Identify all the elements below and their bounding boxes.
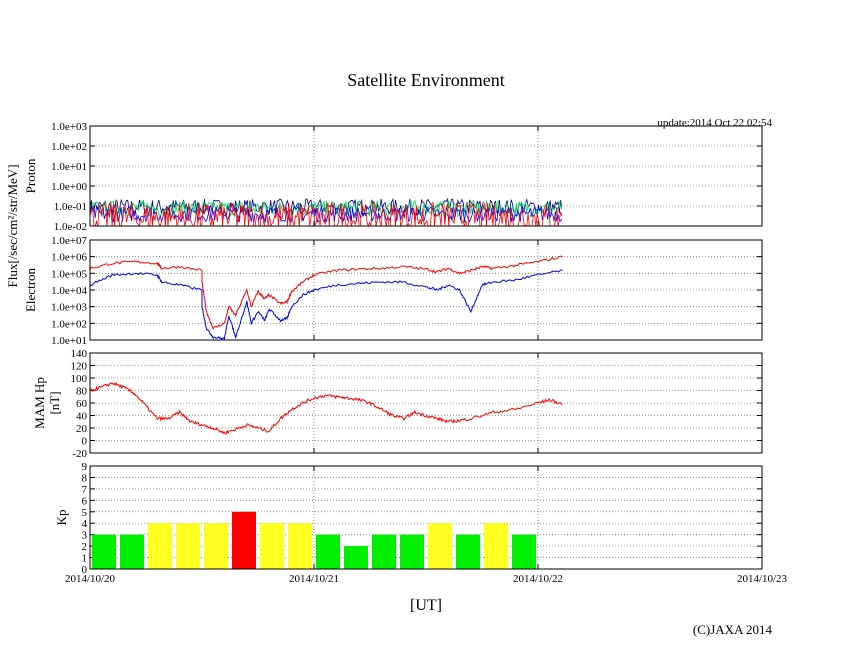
mam-ytick-label: 80 <box>76 386 88 398</box>
mam-unit-label: [nT] <box>47 391 62 414</box>
kp-axis-label: Kp <box>54 510 69 526</box>
kp-bar <box>428 523 452 569</box>
kp-ytick-label: 2 <box>82 541 88 553</box>
kp-bar <box>288 523 312 569</box>
kp-bar <box>176 523 200 569</box>
proton-ytick-label: 1.0e+00 <box>51 181 87 193</box>
proton-ytick-label: 1.0e-02 <box>54 221 87 233</box>
electron-series-electron-blue <box>89 269 563 341</box>
electron-ytick-label: 1.0e+07 <box>51 235 87 247</box>
proton-ytick-label: 1.0e+03 <box>51 121 87 133</box>
proton-axis-label: Proton <box>23 158 38 193</box>
kp-bar <box>92 534 116 569</box>
mam-panel-frame <box>89 352 763 454</box>
mam-axis-label: MAM Hp <box>32 377 47 429</box>
flux-axis-label: Flux[/sec/cm²/str/MeV] <box>5 164 20 287</box>
kp-bar <box>120 534 144 569</box>
kp-bar <box>204 523 228 569</box>
mam-ytick-label: 140 <box>71 348 88 360</box>
mam-ytick-label: 120 <box>71 361 88 373</box>
kp-ytick-label: 1 <box>82 553 88 565</box>
electron-ytick-label: 1.0e+04 <box>51 285 87 297</box>
electron-ytick-label: 1.0e+02 <box>51 318 87 330</box>
electron-axis-label: Electron <box>23 267 38 312</box>
kp-bar <box>456 534 480 569</box>
kp-ytick-label: 5 <box>82 507 88 519</box>
mam-ytick-label: 100 <box>71 373 88 385</box>
kp-ytick-label: 7 <box>82 484 88 496</box>
proton-ytick-label: 1.0e-01 <box>54 201 87 213</box>
proton-panel-frame <box>89 125 763 227</box>
kp-ytick-label: 9 <box>82 461 88 473</box>
x-tick-label: 2014/10/20 <box>65 573 116 585</box>
kp-bar <box>260 523 284 569</box>
mam-ytick-label: -20 <box>72 448 87 460</box>
x-tick-label: 2014/10/21 <box>289 573 339 585</box>
electron-panel-frame <box>89 239 763 341</box>
kp-bar <box>316 534 340 569</box>
chart-title: Satellite Environment <box>347 70 504 90</box>
kp-bar <box>512 534 536 569</box>
kp-bar <box>400 534 424 569</box>
x-tick-label: 2014/10/23 <box>737 573 788 585</box>
electron-ytick-label: 1.0e+06 <box>51 252 87 264</box>
mam-ytick-label: 20 <box>76 423 88 435</box>
mam-ytick-label: 60 <box>76 398 88 410</box>
mam-ytick-label: 0 <box>82 436 88 448</box>
electron-ytick-label: 1.0e+05 <box>51 268 87 280</box>
kp-ytick-label: 3 <box>82 530 88 542</box>
kp-ytick-label: 0 <box>82 564 88 576</box>
kp-panel-frame <box>89 465 763 570</box>
electron-series-electron-red <box>89 255 563 330</box>
proton-ytick-label: 1.0e+02 <box>51 141 87 153</box>
x-tick-label: 2014/10/22 <box>513 573 563 585</box>
kp-bar <box>372 534 396 569</box>
mam-series-mam-hp <box>89 381 563 435</box>
mam-ytick-label: 40 <box>76 411 88 423</box>
kp-ytick-label: 6 <box>82 495 88 507</box>
kp-bar <box>484 523 508 569</box>
kp-bar <box>232 511 256 569</box>
update-timestamp: update:2014 Oct 22 02:54 <box>657 117 772 129</box>
kp-ytick-label: 4 <box>82 518 88 530</box>
kp-bar <box>344 546 368 569</box>
kp-bar <box>148 523 172 569</box>
proton-ytick-label: 1.0e+01 <box>51 161 87 173</box>
electron-ytick-label: 1.0e+03 <box>51 302 87 314</box>
x-axis-label: [UT] <box>410 597 442 614</box>
electron-ytick-label: 1.0e+01 <box>51 335 87 347</box>
kp-ytick-label: 8 <box>82 472 88 484</box>
proton-series-channel-4 <box>89 201 563 228</box>
copyright-text: (C)JAXA 2014 <box>693 622 773 637</box>
